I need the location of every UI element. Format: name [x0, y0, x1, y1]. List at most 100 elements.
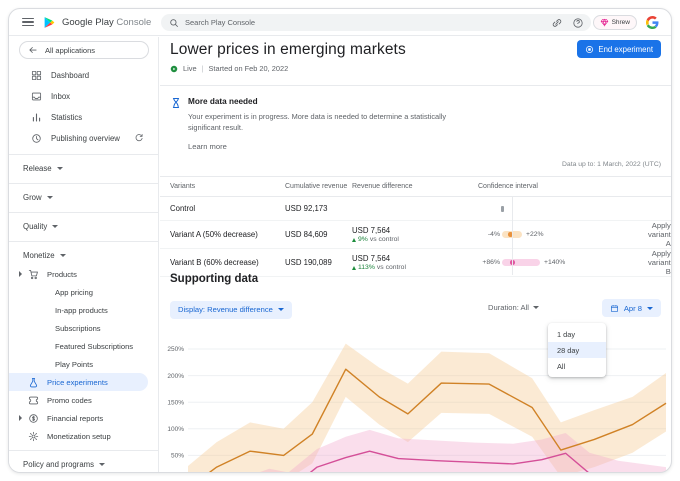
search-icon: [170, 18, 179, 27]
sidebar-item-publishing-overview[interactable]: Publishing overview: [9, 128, 158, 149]
supporting-data-title: Supporting data: [170, 273, 259, 285]
table-row: Control USD 92,173: [160, 197, 671, 221]
sidebar-item-price-experiments[interactable]: Price experiments: [9, 373, 148, 391]
gear-icon: [28, 431, 38, 441]
svg-text:50%: 50%: [171, 453, 184, 460]
duration-menu: 1 day 28 day All: [548, 323, 606, 377]
cumulative-revenue: USD 190,089: [285, 258, 332, 267]
topbar-actions: Shrew: [551, 9, 659, 36]
ci-control-marker: [501, 205, 504, 212]
cumulative-revenue: USD 84,609: [285, 230, 328, 239]
table-row: Variant A (50% decrease) USD 84,609 USD 7,…: [160, 221, 671, 249]
sidebar-section-monetize[interactable]: Monetize: [9, 241, 158, 265]
duration-dropdown[interactable]: Duration: All: [488, 303, 539, 312]
revenue-difference: USD 7,564: [352, 226, 391, 235]
chevron-down-icon: [56, 167, 63, 170]
monetize-label: Monetize: [23, 251, 55, 260]
sidebar-item-inbox[interactable]: Inbox: [9, 86, 158, 107]
expand-icon: [18, 271, 22, 277]
svg-text:100%: 100%: [167, 426, 184, 433]
sidebar-item-products[interactable]: Products: [9, 265, 158, 283]
app-window: Google Play Console Shrew: [8, 8, 672, 473]
chevron-down-icon: [99, 463, 106, 466]
supporting-data-chart: 250% 200% 150% 100% 50%: [160, 321, 671, 472]
logo-google-play: Google Play: [62, 16, 114, 28]
notice-title: More data needed: [188, 97, 258, 106]
account-chip[interactable]: Shrew: [592, 15, 637, 30]
finance-icon: [28, 413, 38, 423]
link-icon[interactable]: [551, 17, 563, 29]
sidebar-section-grow[interactable]: Grow: [9, 183, 158, 207]
confidence-interval: -4% +22%: [487, 231, 544, 238]
variant-name: Control: [170, 204, 196, 213]
revenue-difference: USD 7,564: [352, 254, 391, 263]
confidence-interval: [478, 197, 648, 220]
sidebar-item-monetization-setup[interactable]: Monetization setup: [9, 427, 158, 445]
gem-icon: [600, 18, 608, 27]
google-play-logo-icon: [43, 16, 56, 29]
status-started-label: Started on Feb 20, 2022: [208, 64, 289, 73]
apply-variant-link[interactable]: Apply variant B: [648, 249, 671, 276]
calendar-icon: [610, 304, 618, 312]
sidebar-item-statistics[interactable]: Statistics: [9, 107, 158, 128]
cumulative-revenue: USD 92,173: [285, 204, 328, 213]
apply-variant-link[interactable]: Apply variant A: [648, 221, 671, 248]
more-data-needed-notice: More data needed Your experiment is in p…: [160, 85, 671, 177]
logo-console: Console: [116, 16, 152, 28]
inbox-icon: [31, 92, 42, 101]
chart-controls: Display: Revenue difference Duration: Al…: [170, 299, 661, 319]
ci-range-pill: [502, 259, 540, 266]
display-metric-chip[interactable]: Display: Revenue difference: [170, 300, 292, 319]
sidebar-item-featured-subscriptions[interactable]: Featured Subscriptions: [55, 341, 134, 351]
back-arrow-icon: [29, 47, 37, 53]
sidebar: All applications Dashboard Inbox Statistic…: [9, 37, 159, 472]
all-applications-label: All applications: [45, 45, 96, 55]
publishing-overview-icon: [32, 134, 41, 143]
google-logo-icon[interactable]: [646, 16, 659, 29]
variant-name: Variant B (60% decrease): [170, 258, 259, 267]
policy-label: Policy and programs: [23, 460, 95, 469]
main-content: Lower prices in emerging markets End exp…: [160, 37, 671, 472]
hourglass-icon: [170, 96, 182, 114]
promo-icon: [28, 396, 38, 404]
sidebar-item-financial-reports[interactable]: Financial reports: [9, 409, 158, 427]
sidebar-item-promo-codes[interactable]: Promo codes: [9, 391, 158, 409]
increase-arrow-icon: [352, 237, 356, 242]
chevron-down-icon: [46, 196, 53, 199]
sidebar-section-quality[interactable]: Quality: [9, 212, 158, 236]
search-input[interactable]: [185, 18, 583, 27]
account-name: Shrew: [611, 19, 630, 26]
confidence-interval-axis: [512, 197, 513, 275]
duration-option-All[interactable]: All: [557, 361, 566, 371]
sidebar-item-play-points[interactable]: Play Points: [55, 359, 93, 369]
sidebar-item-subscriptions[interactable]: Subscriptions: [55, 323, 101, 333]
data-up-to-label: Data up to: 1 March, 2022 (UTC): [562, 161, 661, 168]
end-experiment-button[interactable]: End experiment: [577, 40, 661, 58]
refresh-icon: [135, 133, 143, 141]
app-logo-text: Google Play Console: [62, 17, 151, 28]
svg-text:250%: 250%: [167, 346, 184, 353]
date-picker-chip[interactable]: Apr 8: [601, 299, 661, 317]
menu-icon[interactable]: [22, 17, 34, 27]
sidebar-item-in-app-products[interactable]: In-app products: [55, 305, 108, 315]
search-bar[interactable]: [161, 14, 591, 31]
variants-table: Variants Cumulative revenue Revenue diff…: [160, 177, 671, 277]
chevron-down-icon: [52, 225, 59, 228]
sidebar-item-app-pricing[interactable]: App pricing: [55, 287, 93, 297]
sidebar-section-release[interactable]: Release: [9, 154, 158, 178]
chevron-down-icon: [647, 306, 653, 310]
learn-more-link[interactable]: Learn more: [188, 142, 227, 151]
all-applications-button[interactable]: All applications: [19, 41, 149, 59]
sidebar-item-dashboard[interactable]: Dashboard: [9, 65, 158, 86]
svg-text:200%: 200%: [167, 373, 184, 380]
svg-text:150%: 150%: [167, 399, 184, 406]
chevron-down-icon: [277, 308, 284, 311]
sidebar-section-policy[interactable]: Policy and programs: [9, 450, 158, 472]
cart-icon: [28, 269, 38, 279]
statistics-icon: [32, 113, 41, 122]
duration-option-28-day[interactable]: 28 day: [548, 342, 606, 358]
help-icon[interactable]: [572, 17, 584, 29]
page-title: Lower prices in emerging markets: [170, 41, 406, 58]
duration-option-1-day[interactable]: 1 day: [557, 329, 576, 339]
live-status-icon: [170, 65, 178, 72]
